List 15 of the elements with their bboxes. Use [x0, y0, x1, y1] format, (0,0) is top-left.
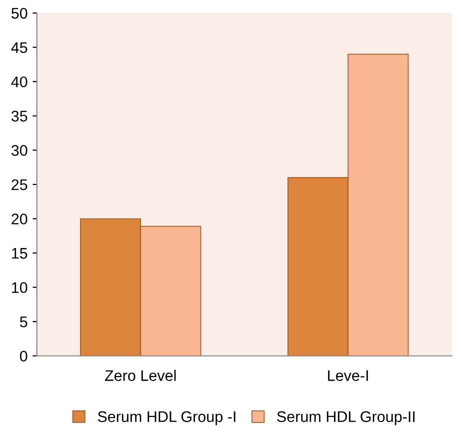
- y-tick-label: 25: [12, 179, 28, 190]
- y-tick-label: 50: [11, 8, 28, 19]
- y-tick-label: 45: [11, 42, 28, 53]
- y-tick-label: 5: [20, 316, 28, 328]
- legend-label: Serum HDL Group-II: [277, 411, 415, 426]
- y-tick-label: 20: [12, 214, 28, 224]
- y-tick-label: 30: [11, 145, 28, 156]
- y-tick-label: 15: [12, 248, 28, 259]
- x-tick-label: Zero Level: [105, 370, 176, 381]
- y-tick-label: 40: [11, 76, 28, 88]
- legend-label: Serum HDL Group -I: [98, 411, 236, 426]
- x-tick-label: Leve-I: [328, 370, 368, 381]
- y-tick-label: 10: [12, 282, 28, 293]
- y-tick-label: 35: [11, 110, 28, 122]
- y-tick-label: 0: [20, 350, 28, 362]
